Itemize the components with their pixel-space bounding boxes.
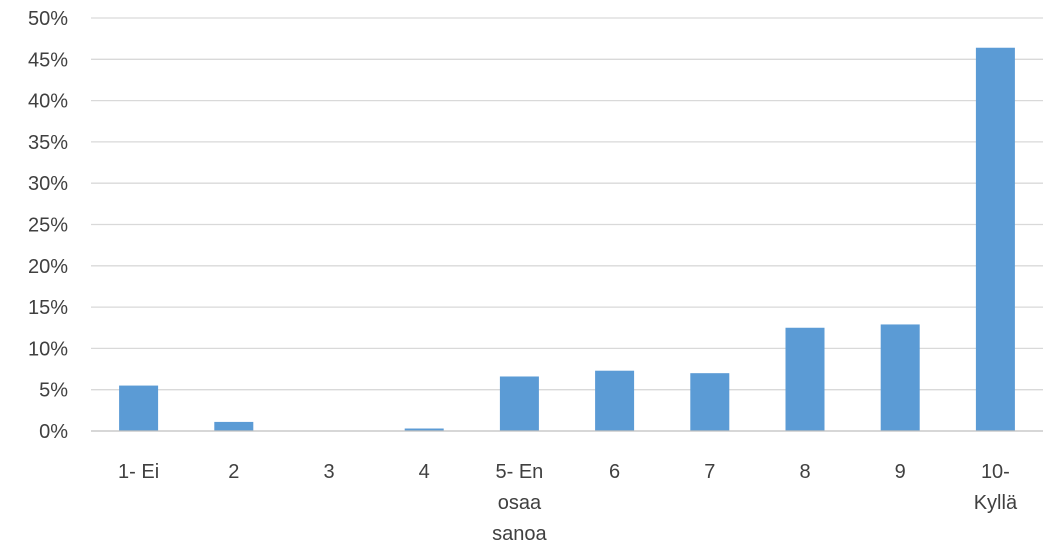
bar xyxy=(595,370,635,431)
y-tick-label: 25% xyxy=(28,215,68,237)
x-tick-label: 1- Ei xyxy=(118,461,159,483)
y-tick-label: 45% xyxy=(28,49,68,71)
x-tick-label: 6 xyxy=(609,461,620,483)
gridlines xyxy=(91,17,1043,391)
x-tick-label: 5- En osaa sanoa xyxy=(492,461,547,545)
y-tick-label: 20% xyxy=(28,256,68,278)
bar xyxy=(975,47,1015,432)
y-tick-label: 15% xyxy=(28,297,68,319)
y-tick-label: 0% xyxy=(39,421,68,443)
x-tick-label: 10-Kyllä xyxy=(974,461,1018,514)
bars xyxy=(119,47,1015,432)
bar xyxy=(785,327,825,431)
x-tick-label: 7 xyxy=(704,461,715,483)
y-tick-label: 10% xyxy=(28,338,68,360)
bar xyxy=(880,324,920,431)
y-tick-label: 30% xyxy=(28,173,68,195)
bar xyxy=(499,376,539,431)
y-tick-label: 40% xyxy=(28,91,68,113)
y-tick-label: 35% xyxy=(28,132,68,154)
x-tick-label: 8 xyxy=(799,461,810,483)
y-tick-label: 50% xyxy=(28,8,68,30)
y-axis-tick-labels: 0% 5% 10% 15% 20% 25% 30% 35% 40% 45% 50% xyxy=(28,8,68,443)
x-tick-label: 9 xyxy=(895,461,906,483)
x-axis-category-labels: 1- Ei 2 3 4 5- En osaa sanoa 6 7 8 9 10-Kyllä xyxy=(118,461,1018,545)
x-tick-label: 3 xyxy=(323,461,334,483)
bar xyxy=(214,421,254,431)
bar xyxy=(119,385,159,431)
y-tick-label: 5% xyxy=(39,380,68,402)
bar xyxy=(690,373,730,431)
bar xyxy=(404,428,444,431)
x-tick-label: 4 xyxy=(419,461,430,483)
x-tick-label: 2 xyxy=(228,461,239,483)
